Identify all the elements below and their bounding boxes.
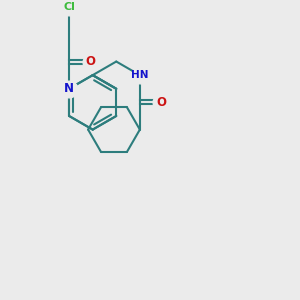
Text: Cl: Cl	[63, 2, 75, 12]
Text: N: N	[64, 82, 74, 95]
Text: O: O	[85, 55, 96, 68]
Text: O: O	[156, 96, 166, 109]
Text: HN: HN	[131, 70, 148, 80]
